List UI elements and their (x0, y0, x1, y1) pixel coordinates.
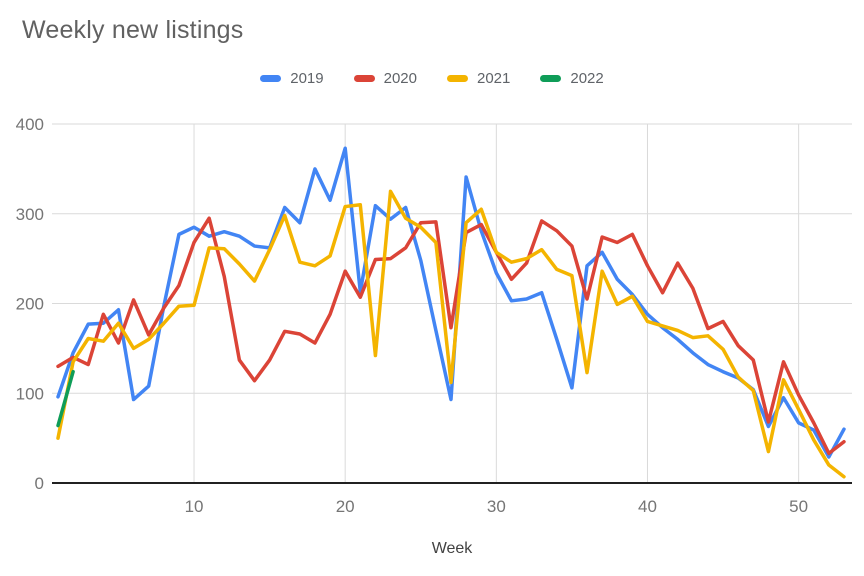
x-tick-label: 40 (638, 497, 657, 516)
series-line-2019 (56, 146, 846, 459)
y-tick-label: 100 (16, 384, 44, 403)
chart-title: Weekly new listings (22, 16, 244, 44)
legend-item-2019[interactable]: 2019 (260, 70, 324, 87)
legend-swatch-2021 (447, 75, 468, 82)
legend-label-2019: 2019 (290, 70, 324, 87)
series-line-2021 (56, 189, 846, 479)
legend-label-2020: 2020 (383, 70, 417, 87)
x-axis-title: Week (431, 540, 473, 557)
y-tick-label: 0 (35, 474, 44, 493)
legend-item-2020[interactable]: 2020 (353, 70, 417, 87)
legend-label-2021: 2021 (477, 70, 511, 87)
x-tick-label: 30 (487, 497, 506, 516)
x-tick-label: 20 (336, 497, 355, 516)
y-tick-label: 300 (16, 205, 44, 224)
legend-label-2022: 2022 (570, 70, 604, 87)
y-tick-label: 200 (16, 295, 44, 314)
y-tick-label: 400 (16, 115, 44, 134)
legend-item-2022[interactable]: 2022 (540, 70, 604, 87)
series-line-2020 (56, 216, 846, 456)
legend-swatch-2022 (540, 75, 562, 82)
x-tick-label: 10 (185, 497, 204, 516)
series-line-2022 (56, 369, 75, 428)
legend-swatch-2019 (260, 75, 282, 82)
legend-item-2021[interactable]: 2021 (447, 70, 510, 87)
legend-swatch-2020 (353, 75, 375, 82)
legend: 2019 2020 2021 2022 (0, 70, 864, 87)
x-tick-label: 50 (789, 497, 808, 516)
